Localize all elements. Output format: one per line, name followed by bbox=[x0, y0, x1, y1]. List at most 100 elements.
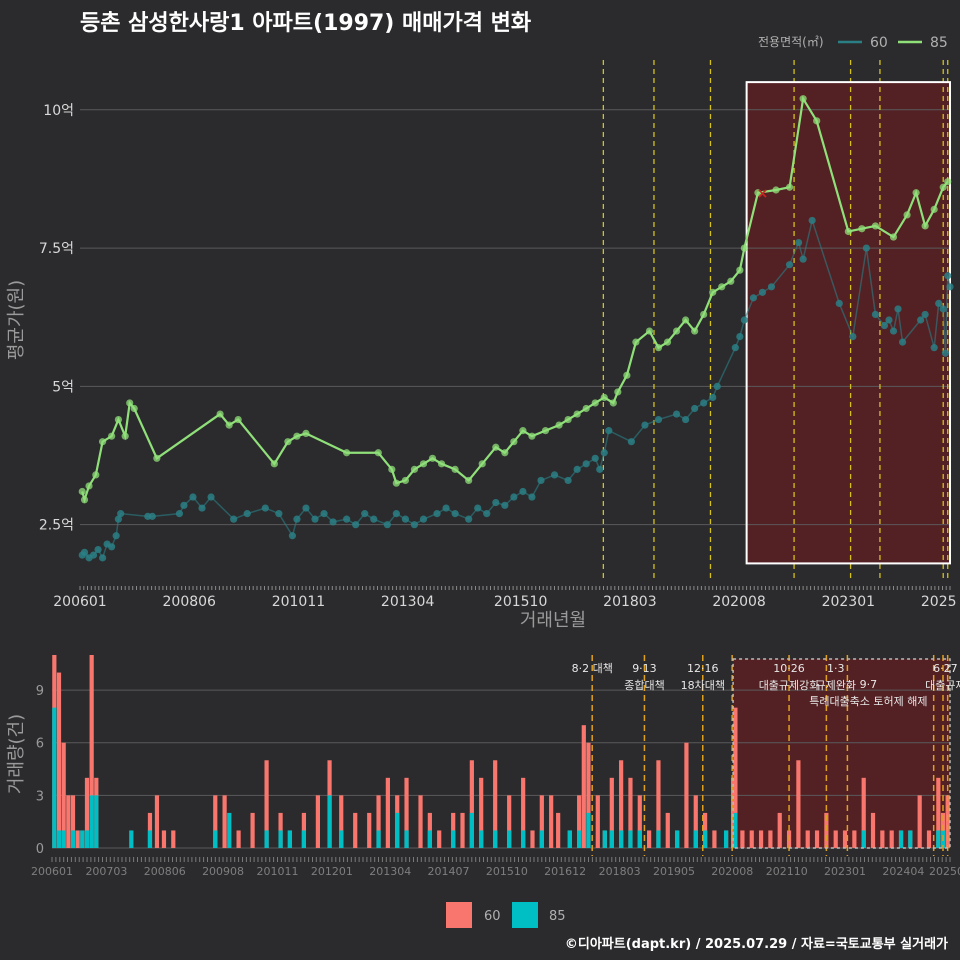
volume-bar-60 bbox=[84, 777, 90, 848]
volume-highlight-border bbox=[732, 658, 951, 849]
series-60-point bbox=[871, 310, 880, 319]
volume-bar-60 bbox=[647, 830, 652, 848]
policy-annotation-name: 대출규제강화 bbox=[759, 679, 820, 692]
series-60-point bbox=[537, 476, 545, 485]
series-60-point bbox=[672, 410, 681, 418]
volume-bar-60 bbox=[418, 795, 423, 848]
price-x-tick-label: 202301 bbox=[822, 594, 875, 610]
series-60-point bbox=[898, 338, 907, 346]
volume-bar-60 bbox=[665, 812, 670, 848]
volume-bar-85 bbox=[675, 830, 680, 848]
volume-bar-60 bbox=[609, 777, 614, 848]
series-85-point bbox=[889, 233, 898, 241]
volume-bar-60 bbox=[945, 795, 950, 848]
volume-bar-85 bbox=[213, 830, 218, 848]
series-60-point bbox=[880, 321, 889, 330]
series-60-point bbox=[392, 510, 400, 518]
volume-bar-60 bbox=[814, 830, 820, 848]
volume-bar-85 bbox=[861, 830, 866, 848]
series-60-point bbox=[939, 305, 947, 313]
series-60-point bbox=[935, 299, 943, 308]
series-85-point bbox=[492, 443, 500, 451]
volume-bar-85 bbox=[404, 830, 409, 848]
policy-annotation-date: 6·27 bbox=[933, 662, 958, 675]
price-x-tick-label: 202008 bbox=[712, 594, 765, 610]
volume-legend: 60 85 bbox=[446, 902, 566, 928]
series-60-point bbox=[80, 548, 89, 556]
series-60-point bbox=[451, 510, 459, 518]
volume-bar-85 bbox=[702, 830, 708, 848]
series-60-point bbox=[894, 305, 902, 313]
volume-bar-85 bbox=[56, 830, 62, 848]
volume-bar-85 bbox=[628, 830, 633, 848]
volume-bar-60 bbox=[61, 742, 66, 848]
volume-x-tick-label: 200806 bbox=[144, 865, 186, 878]
series-60-point bbox=[419, 515, 428, 523]
series-60-point bbox=[519, 487, 527, 496]
volume-x-tick-label: 201407 bbox=[428, 865, 470, 878]
series-85-point bbox=[654, 344, 663, 352]
legend-swatch-85 bbox=[512, 902, 538, 928]
series-85-point bbox=[632, 338, 640, 346]
volume-bar-85 bbox=[493, 830, 498, 848]
series-85-point bbox=[284, 438, 292, 446]
price-x-tick-label: 201011 bbox=[272, 594, 325, 610]
volume-bar-60 bbox=[154, 795, 160, 848]
volume-bar-60 bbox=[936, 777, 941, 848]
volume-bar-85 bbox=[577, 830, 582, 848]
series-60-point bbox=[849, 332, 857, 341]
series-60-point bbox=[117, 510, 125, 518]
volume-bar-60 bbox=[213, 795, 218, 848]
volume-bar-85 bbox=[301, 830, 307, 848]
volume-bar-85 bbox=[507, 830, 512, 848]
price-x-tick-label: 2025 bbox=[921, 594, 957, 610]
series-60-point bbox=[808, 216, 816, 225]
volume-bar-85 bbox=[898, 830, 904, 848]
series-85-point bbox=[645, 327, 654, 335]
volume-bar-60 bbox=[75, 830, 80, 848]
series-60-point bbox=[207, 493, 215, 501]
series-85-point bbox=[302, 429, 310, 438]
policy-annotation-date: 8·2 대책 bbox=[572, 662, 613, 675]
volume-bar-60 bbox=[637, 795, 642, 848]
volume-x-tick-label: 200601 bbox=[31, 865, 73, 878]
series-60-point bbox=[917, 316, 925, 324]
series-60-point bbox=[941, 349, 950, 357]
series-85-point bbox=[623, 371, 631, 379]
volume-bar-60 bbox=[758, 830, 764, 848]
legend-label-60: 60 bbox=[870, 35, 888, 51]
volume-bar-85 bbox=[395, 812, 400, 848]
volume-bar-85 bbox=[376, 830, 381, 848]
volume-bar-60 bbox=[733, 707, 738, 848]
volume-bar-60 bbox=[70, 795, 76, 848]
series-85-point bbox=[663, 338, 672, 346]
series-85-point bbox=[401, 476, 410, 485]
volume-bar-60 bbox=[586, 742, 591, 848]
policy-annotation-date: 9·13 bbox=[632, 662, 657, 675]
series-85-point bbox=[740, 244, 748, 252]
volume-x-tick-label: 202404 bbox=[882, 865, 924, 878]
series-85-point bbox=[108, 432, 116, 440]
series-60-point bbox=[627, 438, 635, 446]
series-85-point bbox=[428, 454, 437, 462]
series-85-point bbox=[600, 393, 608, 402]
series-85-point bbox=[234, 415, 242, 424]
series-85-point bbox=[718, 283, 726, 291]
series-60-point bbox=[889, 327, 898, 335]
series-60-point bbox=[794, 238, 803, 247]
volume-bar-60 bbox=[581, 725, 586, 848]
volume-bar-60 bbox=[805, 830, 810, 848]
volume-bar-60 bbox=[385, 777, 390, 848]
series-60-point bbox=[361, 510, 369, 518]
series-60-point bbox=[564, 476, 572, 485]
volume-y-tick-label: 0 bbox=[36, 842, 44, 857]
volume-bar-85 bbox=[637, 830, 642, 848]
series-60-point bbox=[180, 501, 188, 509]
volume-bar-60 bbox=[539, 795, 544, 848]
series-85-point bbox=[564, 415, 572, 424]
series-60-point bbox=[433, 510, 441, 518]
volume-bar-85 bbox=[609, 830, 614, 848]
series-60-point bbox=[293, 515, 301, 523]
series-60-point bbox=[401, 515, 410, 523]
series-85-point bbox=[541, 427, 550, 435]
